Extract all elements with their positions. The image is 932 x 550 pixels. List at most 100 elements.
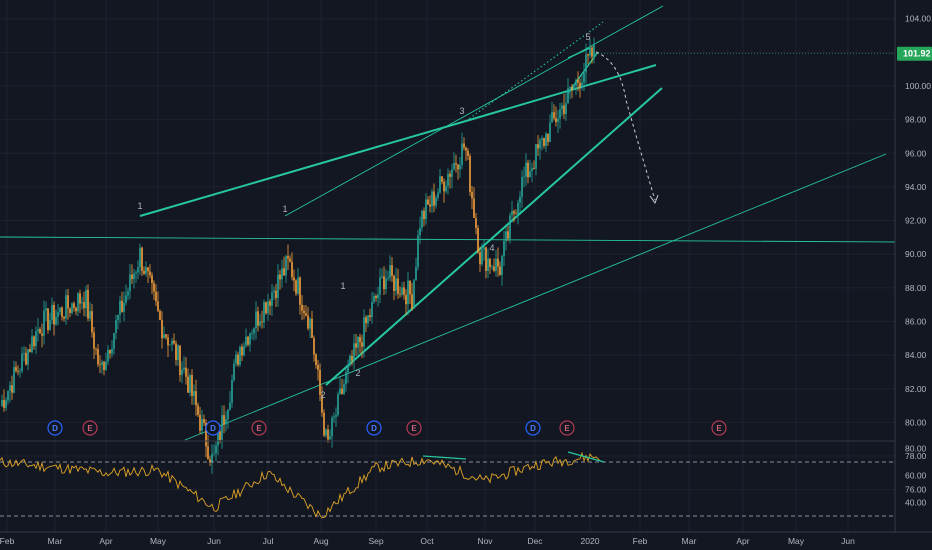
candle[interactable] bbox=[473, 187, 475, 219]
candle[interactable] bbox=[571, 84, 573, 99]
candle[interactable] bbox=[565, 92, 567, 121]
candle[interactable] bbox=[25, 347, 27, 366]
candle[interactable] bbox=[189, 373, 191, 397]
candle[interactable] bbox=[269, 298, 271, 316]
candle[interactable] bbox=[283, 256, 285, 276]
candle[interactable] bbox=[423, 207, 425, 227]
candle[interactable] bbox=[159, 309, 161, 321]
candle[interactable] bbox=[173, 333, 175, 345]
candle[interactable] bbox=[53, 301, 55, 336]
candle[interactable] bbox=[505, 226, 507, 251]
candle[interactable] bbox=[455, 154, 457, 173]
candle[interactable] bbox=[547, 133, 549, 146]
candle[interactable] bbox=[429, 195, 431, 213]
candle[interactable] bbox=[459, 157, 461, 178]
candle[interactable] bbox=[17, 365, 19, 376]
candle[interactable] bbox=[507, 225, 509, 242]
candle[interactable] bbox=[461, 132, 463, 170]
candle[interactable] bbox=[261, 310, 263, 329]
candle[interactable] bbox=[315, 353, 317, 369]
candle[interactable] bbox=[131, 264, 133, 284]
trendline[interactable] bbox=[0, 236, 896, 243]
candle[interactable] bbox=[289, 255, 291, 263]
candle[interactable] bbox=[95, 347, 97, 355]
trendline[interactable] bbox=[465, 64, 657, 122]
candle[interactable] bbox=[157, 291, 159, 313]
candle[interactable] bbox=[533, 160, 535, 170]
candle[interactable] bbox=[225, 411, 227, 432]
candle[interactable] bbox=[511, 200, 513, 223]
candle[interactable] bbox=[133, 268, 135, 289]
candle[interactable] bbox=[523, 166, 525, 188]
candle[interactable] bbox=[467, 148, 469, 161]
candle[interactable] bbox=[291, 252, 293, 281]
candle[interactable] bbox=[521, 170, 523, 208]
candle[interactable] bbox=[93, 326, 95, 359]
candle[interactable] bbox=[535, 144, 537, 176]
candle[interactable] bbox=[169, 344, 171, 346]
candle[interactable] bbox=[433, 183, 435, 213]
projected-path[interactable] bbox=[595, 51, 656, 201]
candle[interactable] bbox=[529, 159, 531, 178]
candle[interactable] bbox=[235, 350, 237, 367]
candle[interactable] bbox=[373, 292, 375, 304]
candle[interactable] bbox=[299, 276, 301, 315]
candle[interactable] bbox=[425, 193, 427, 225]
candle[interactable] bbox=[587, 53, 589, 65]
candle[interactable] bbox=[407, 272, 409, 316]
candle[interactable] bbox=[67, 289, 69, 320]
candle[interactable] bbox=[209, 455, 211, 467]
candle[interactable] bbox=[73, 301, 75, 312]
candle[interactable] bbox=[557, 110, 559, 133]
candle[interactable] bbox=[409, 280, 411, 305]
candle[interactable] bbox=[119, 295, 121, 324]
candle[interactable] bbox=[79, 289, 81, 314]
candle[interactable] bbox=[115, 314, 117, 340]
candle[interactable] bbox=[19, 368, 21, 378]
candle[interactable] bbox=[111, 340, 113, 358]
candle[interactable] bbox=[215, 441, 217, 462]
candle[interactable] bbox=[531, 162, 533, 183]
rsi-axis[interactable]: 40.00 60.00 80.00 bbox=[905, 444, 927, 508]
candle[interactable] bbox=[35, 326, 37, 355]
candle[interactable] bbox=[375, 294, 377, 302]
trendline[interactable] bbox=[284, 5, 664, 217]
candle[interactable] bbox=[91, 303, 93, 338]
earnings-event-marker[interactable]: E bbox=[711, 420, 727, 436]
candle[interactable] bbox=[431, 188, 433, 213]
candle[interactable] bbox=[1, 394, 3, 407]
trendline[interactable] bbox=[567, 51, 599, 94]
candle[interactable] bbox=[267, 293, 269, 321]
candle[interactable] bbox=[201, 409, 203, 435]
candle[interactable] bbox=[247, 335, 249, 347]
candle[interactable] bbox=[527, 159, 529, 184]
candle[interactable] bbox=[211, 444, 213, 474]
candle[interactable] bbox=[509, 212, 511, 244]
candle[interactable] bbox=[449, 170, 451, 189]
candle[interactable] bbox=[229, 390, 231, 411]
candle[interactable] bbox=[191, 369, 193, 405]
candle[interactable] bbox=[105, 352, 107, 371]
candle[interactable] bbox=[545, 131, 547, 152]
candle[interactable] bbox=[113, 332, 115, 355]
candle[interactable] bbox=[553, 104, 555, 121]
candle[interactable] bbox=[573, 84, 575, 90]
candle[interactable] bbox=[355, 333, 357, 356]
candle[interactable] bbox=[43, 300, 45, 345]
candle[interactable] bbox=[539, 137, 541, 160]
candle[interactable] bbox=[117, 314, 119, 330]
candle[interactable] bbox=[417, 229, 419, 271]
candle[interactable] bbox=[83, 291, 85, 317]
candle[interactable] bbox=[147, 267, 149, 283]
candle[interactable] bbox=[515, 209, 517, 215]
candle[interactable] bbox=[365, 315, 367, 333]
candle[interactable] bbox=[85, 285, 87, 317]
candle[interactable] bbox=[575, 78, 577, 95]
candle[interactable] bbox=[285, 255, 287, 284]
earnings-event-marker[interactable]: E bbox=[251, 420, 267, 436]
candle[interactable] bbox=[253, 327, 255, 341]
candle[interactable] bbox=[273, 286, 275, 301]
candle[interactable] bbox=[37, 317, 39, 342]
candle[interactable] bbox=[589, 38, 591, 59]
candle[interactable] bbox=[385, 269, 387, 295]
